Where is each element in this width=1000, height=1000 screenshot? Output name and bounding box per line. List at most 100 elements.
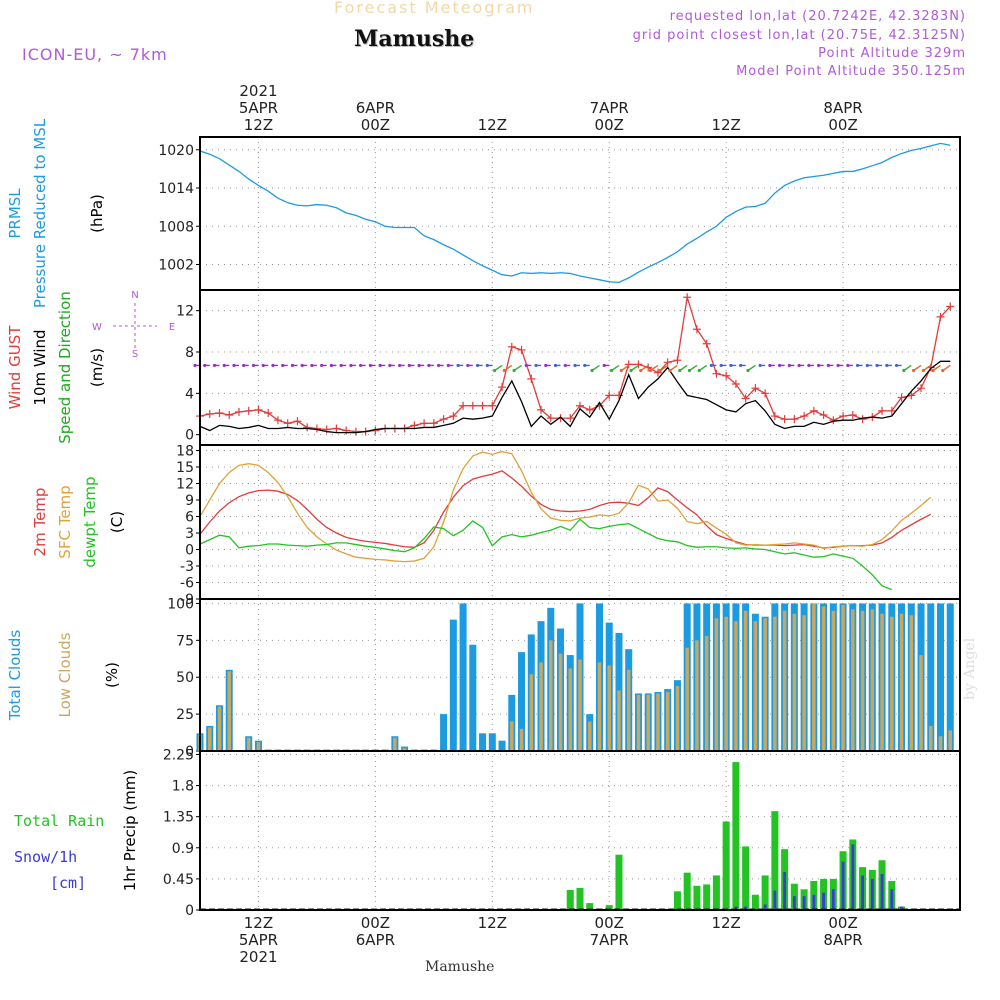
wind-direction-arrowhead (709, 363, 714, 368)
point-altitude: Point Altitude 329m (818, 46, 966, 61)
wind-direction-arrowhead (553, 363, 558, 368)
wind-direction-arrowhead (563, 363, 567, 368)
wind-direction-arrowhead (573, 363, 577, 368)
ytick-wind-1: 4 (185, 386, 194, 402)
wind-direction-arrowhead (203, 363, 207, 368)
gust-marker (663, 358, 672, 367)
gust-marker (537, 405, 546, 414)
wind-direction-arrowhead (931, 368, 935, 373)
cloud-bar-low (860, 610, 865, 751)
rain-bar (683, 872, 691, 910)
snow-bar (851, 844, 855, 910)
top-time-label-5-1: 00Z (828, 116, 857, 134)
cloud-bar-total (488, 733, 496, 751)
panel-frame-pressure (199, 136, 961, 291)
panel-precip (196, 750, 961, 911)
wind-direction-arrowhead (697, 368, 701, 373)
ylabel-wind-3: (m/s) (88, 348, 106, 387)
gust-marker (556, 414, 565, 423)
gust-marker (215, 408, 224, 417)
wind-direction-arrowhead (436, 363, 441, 368)
wind-direction-arrowhead (339, 363, 343, 368)
cloud-bar-low (207, 727, 212, 751)
grid-point-coords: grid point closest lon,lat (20.75E, 42.3… (632, 28, 966, 43)
snow-bar (763, 904, 767, 910)
cloud-bar-low (656, 693, 660, 751)
top-time-label-1-1: 00Z (361, 116, 390, 134)
bottom-time-label-3-0: 00Z (595, 914, 624, 932)
rain-bar (712, 875, 720, 910)
cloud-bar-low (587, 721, 592, 751)
wind-direction-arrowhead (911, 368, 916, 373)
rain-bar (751, 894, 759, 910)
wind-direction-arrowhead (466, 363, 470, 368)
wind-direction-arrowhead (787, 363, 791, 368)
cloud-bar-low (578, 659, 582, 751)
ytick-clouds-2: 50 (176, 670, 194, 686)
gust-marker (332, 424, 341, 433)
wind-direction-arrowhead (687, 368, 692, 373)
wind-direction-arrowhead (524, 363, 528, 368)
ytick-pressure-2: 1014 (158, 181, 194, 197)
wind-direction-arrowhead (359, 363, 363, 368)
wind-direction-arrowhead (758, 363, 762, 368)
gust-marker (624, 360, 633, 369)
gust-marker (478, 401, 487, 410)
wind-direction-arrowhead (493, 368, 497, 373)
rain-bar (605, 905, 613, 910)
bottom-time-label-5-0: 00Z (828, 914, 857, 932)
gust-marker (498, 383, 507, 392)
gust-marker (264, 408, 273, 417)
bottom-time-label-0-1: 5APR (239, 931, 278, 949)
wind-direction-arrowhead (300, 363, 304, 368)
wind-direction-arrowhead (902, 368, 906, 373)
panel-frame-precip (199, 750, 961, 911)
wind-direction-arrowhead (544, 363, 548, 368)
wind-direction-arrowhead (836, 363, 840, 368)
wind-direction-arrowhead (320, 363, 324, 368)
cloud-bar-low (743, 610, 748, 751)
wind-direction-arrowhead (368, 363, 372, 368)
gust-marker (468, 401, 477, 410)
cloud-bar-total (927, 603, 935, 751)
cloud-bar-low (821, 606, 826, 751)
wind-direction-arrowhead (310, 363, 314, 368)
ytick-wind-3: 12 (176, 304, 194, 320)
bottom-time-label-3-1: 7APR (590, 931, 629, 949)
cloud-bar-total (479, 733, 487, 751)
ylabel-clouds-0: Total Clouds (6, 630, 24, 722)
ytick-pressure-3: 1020 (158, 143, 194, 159)
model-altitude: Model Point Altitude 350.125m (736, 64, 966, 79)
cloud-bar-low (704, 635, 709, 751)
gust-marker (780, 415, 789, 424)
ytick-pressure-1: 1008 (158, 219, 194, 235)
top-time-label-0-2: 12Z (244, 116, 273, 134)
gust-marker (566, 414, 575, 423)
snow-bar (783, 871, 787, 910)
ytick-temperature-0: -9 (180, 592, 194, 608)
cloud-bar-low (626, 669, 631, 751)
cloud-bar-low (890, 616, 894, 751)
ytick-precip-1: 0.45 (163, 872, 194, 888)
ylabel-pressure-2: (hPa) (88, 194, 106, 233)
rain-bar (703, 884, 711, 910)
gust-marker (351, 427, 360, 436)
snow-bar (734, 906, 738, 910)
wind-direction-arrowhead (349, 363, 353, 368)
cloud-bar-low (841, 604, 845, 751)
gust-marker (303, 423, 312, 432)
wind-direction-arrowhead (875, 363, 879, 368)
requested-coords: requested lon,lat (20.7242E, 42.3283N) (669, 9, 966, 24)
ytick-precip-2: 0.9 (172, 841, 194, 857)
wind-direction-arrowhead (739, 363, 743, 368)
cloud-bar-low (948, 730, 953, 751)
rain-bar (693, 885, 701, 910)
compass-n: N (131, 290, 138, 301)
bottom-time-label-5-1: 8APR (823, 931, 862, 949)
panel-wind (113, 289, 961, 446)
gust-marker (342, 426, 351, 435)
cloud-bar-low (782, 610, 787, 751)
wind-direction-arrowhead (658, 368, 662, 373)
wind-direction-arrowhead (719, 363, 723, 368)
gust-marker (420, 419, 429, 428)
